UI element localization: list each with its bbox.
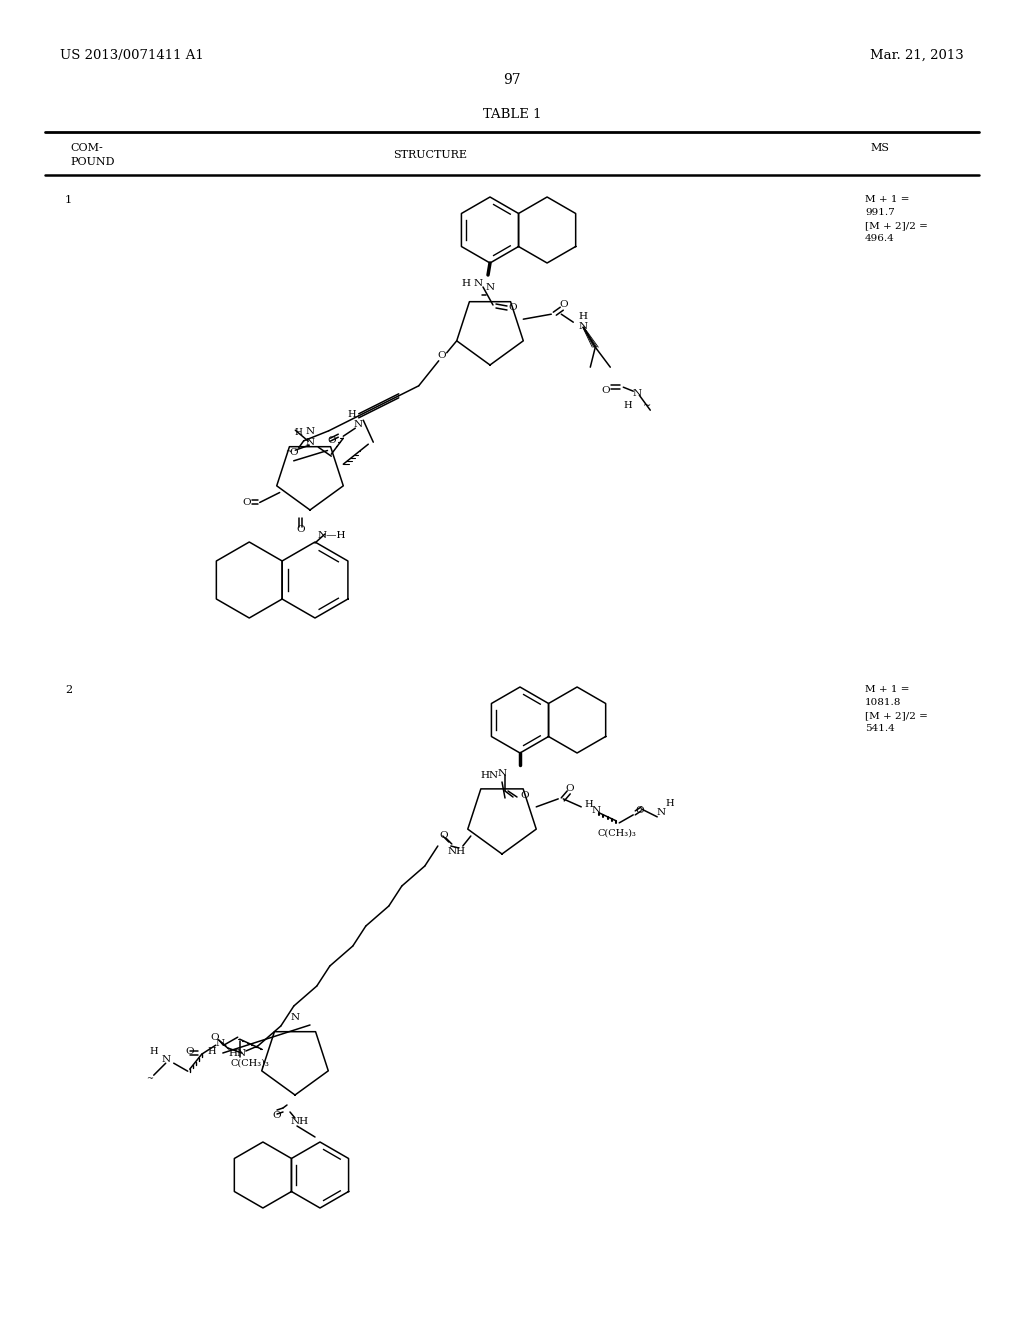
Text: N: N <box>291 1012 300 1022</box>
Text: M + 1 =: M + 1 = <box>865 195 909 205</box>
Text: O: O <box>601 385 609 395</box>
Text: H: H <box>462 279 470 288</box>
Text: O: O <box>290 449 298 457</box>
Text: O: O <box>272 1110 282 1119</box>
Text: H: H <box>665 800 674 808</box>
Text: MS: MS <box>870 143 889 153</box>
Text: COM-: COM- <box>70 143 102 153</box>
Text: Mar. 21, 2013: Mar. 21, 2013 <box>870 49 964 62</box>
Text: N: N <box>485 282 495 292</box>
Text: O: O <box>565 784 573 793</box>
Text: H: H <box>150 1047 158 1056</box>
Text: O: O <box>296 525 305 535</box>
Text: N: N <box>633 388 642 397</box>
Text: N: N <box>656 808 666 817</box>
Text: H: H <box>584 800 593 809</box>
Text: HN: HN <box>481 771 499 780</box>
Text: O: O <box>635 807 643 816</box>
Text: 1: 1 <box>65 195 72 205</box>
Text: O: O <box>439 832 449 841</box>
Text: N: N <box>215 1039 224 1048</box>
Text: 991.7: 991.7 <box>865 209 895 216</box>
Text: 1081.8: 1081.8 <box>865 698 901 708</box>
Text: 97: 97 <box>503 73 521 87</box>
Text: H: H <box>347 409 355 418</box>
Text: 496.4: 496.4 <box>865 234 895 243</box>
Text: O: O <box>243 498 251 507</box>
Text: O: O <box>509 302 517 312</box>
Text: O: O <box>520 791 529 800</box>
Text: C(CH₃)₃: C(CH₃)₃ <box>598 829 637 837</box>
Text: N: N <box>353 420 362 429</box>
Text: M + 1 =: M + 1 = <box>865 685 909 694</box>
Text: O: O <box>211 1034 219 1043</box>
Text: HN: HN <box>228 1049 247 1059</box>
Text: 541.4: 541.4 <box>865 723 895 733</box>
Text: H: H <box>294 428 302 437</box>
Text: N: N <box>592 807 601 816</box>
Text: NH: NH <box>447 846 466 855</box>
Text: N: N <box>579 322 588 331</box>
Text: N—H: N—H <box>318 531 346 540</box>
Text: O: O <box>559 300 567 309</box>
Text: ~: ~ <box>643 401 651 409</box>
Text: [M + 2]/2 =: [M + 2]/2 = <box>865 711 928 719</box>
Text: H: H <box>579 312 588 321</box>
Text: NH: NH <box>291 1118 309 1126</box>
Text: N: N <box>161 1055 170 1064</box>
Text: H: H <box>623 401 632 409</box>
Text: H: H <box>208 1047 216 1056</box>
Text: O: O <box>185 1047 194 1056</box>
Text: N: N <box>306 438 314 446</box>
Text: ~: ~ <box>146 1076 154 1084</box>
Text: O: O <box>437 351 446 360</box>
Text: N: N <box>305 428 314 437</box>
Text: O: O <box>327 436 336 445</box>
Text: N: N <box>498 770 507 779</box>
Text: 2: 2 <box>65 685 72 696</box>
Text: N: N <box>473 279 482 288</box>
Text: C(CH₃)₃: C(CH₃)₃ <box>230 1059 269 1068</box>
Text: US 2013/0071411 A1: US 2013/0071411 A1 <box>60 49 204 62</box>
Text: [M + 2]/2 =: [M + 2]/2 = <box>865 220 928 230</box>
Text: POUND: POUND <box>70 157 115 168</box>
Text: TABLE 1: TABLE 1 <box>482 108 542 121</box>
Text: STRUCTURE: STRUCTURE <box>393 150 467 160</box>
Text: ~: ~ <box>285 449 292 457</box>
